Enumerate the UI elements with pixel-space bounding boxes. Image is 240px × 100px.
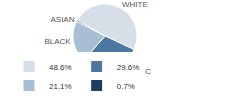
svg-text:29.6%: 29.6% <box>117 63 140 72</box>
svg-text:48.6%: 48.6% <box>49 63 72 72</box>
svg-text:BLACK: BLACK <box>44 37 71 46</box>
svg-text:0.7%: 0.7% <box>117 82 135 91</box>
svg-text:WHITE: WHITE <box>122 0 148 9</box>
svg-text:21.1%: 21.1% <box>49 82 72 91</box>
svg-text:ASIAN: ASIAN <box>50 15 74 24</box>
